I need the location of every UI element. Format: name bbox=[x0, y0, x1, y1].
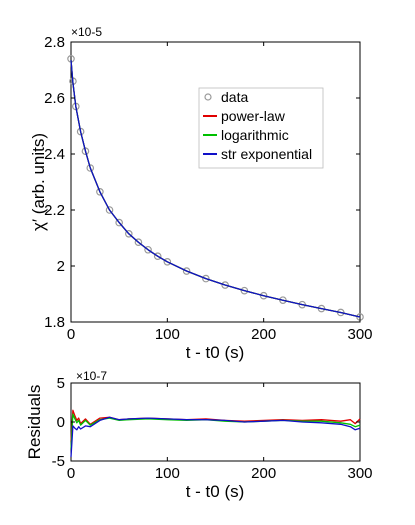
main-ticks-group: 0 100 200 300 1.8 2 2.2 2.4 2.6 2.8 bbox=[44, 34, 372, 343]
main-y-tick-label: 2.4 bbox=[44, 146, 65, 163]
legend-marker bbox=[204, 93, 212, 101]
residuals-chart: 0 100 200 300-505 Residuals t - t0 (s) ×10-… bbox=[25, 369, 373, 501]
residuals-series-line-1 bbox=[70, 413, 361, 450]
main-y-tick-label: 2 bbox=[57, 258, 65, 275]
main-series-group bbox=[67, 54, 364, 321]
main-data-point bbox=[240, 286, 249, 295]
residuals-y-tick-label: 0 bbox=[57, 414, 65, 431]
main-y-tick-label: 1.8 bbox=[44, 314, 65, 331]
legend-box bbox=[198, 87, 324, 169]
residuals-series-group bbox=[70, 409, 361, 458]
legend-items: data power-law logarithmic str exponential bbox=[203, 89, 312, 162]
main-data-point bbox=[153, 252, 162, 261]
main-data-point bbox=[182, 267, 191, 275]
residuals-y-multiplier: ×10-7 bbox=[76, 369, 107, 383]
residuals-x-tick-label: 100 bbox=[155, 465, 180, 482]
residuals-x-axis-label: t - t0 (s) bbox=[186, 482, 245, 501]
legend-label: str exponential bbox=[221, 146, 312, 162]
main-data-point bbox=[105, 206, 114, 214]
residuals-y-tick-label: -5 bbox=[52, 453, 65, 470]
main-y-multiplier: ×10-5 bbox=[71, 25, 102, 39]
main-data-point bbox=[144, 245, 152, 254]
legend-label: data bbox=[221, 89, 248, 105]
main-data-point bbox=[125, 230, 133, 238]
residuals-x-tick-label: 200 bbox=[251, 465, 276, 482]
residuals-y-tick-label: 5 bbox=[57, 375, 65, 392]
main-data-point bbox=[115, 218, 123, 227]
main-x-tick-label: 300 bbox=[347, 326, 372, 343]
main-data-point bbox=[202, 274, 210, 283]
main-data-point bbox=[86, 164, 95, 172]
main-y-tick-label: 2.6 bbox=[44, 90, 65, 107]
main-x-tick-label: 200 bbox=[251, 326, 276, 343]
main-plot-frame bbox=[70, 41, 361, 323]
main-data-point bbox=[221, 281, 229, 289]
main-data-point bbox=[163, 257, 172, 266]
main-series-line-3 bbox=[70, 60, 361, 318]
legend-item: str exponential bbox=[203, 146, 312, 162]
legend-label: power-law bbox=[221, 108, 286, 124]
legend-label: logarithmic bbox=[221, 127, 289, 143]
main-y-axis-label: χ′ (arb. units) bbox=[29, 133, 48, 231]
main-x-axis-label: t - t0 (s) bbox=[186, 343, 245, 362]
main-data-point bbox=[134, 238, 143, 247]
main-data-point bbox=[279, 296, 287, 304]
residuals-x-tick-label: 300 bbox=[347, 465, 372, 482]
main-chart: 0 100 200 300 1.8 2 2.2 2.4 2.6 2.8 χ′ (arb. unit… bbox=[29, 25, 373, 362]
main-data-point bbox=[96, 188, 104, 196]
legend-item: data bbox=[204, 89, 248, 105]
main-x-tick-label: 100 bbox=[155, 326, 180, 343]
main-data-point bbox=[81, 147, 90, 156]
residuals-ticks-group: 0 100 200 300-505 bbox=[52, 375, 373, 482]
residuals-y-axis-label: Residuals bbox=[25, 385, 44, 460]
main-x-tick-label: 0 bbox=[67, 326, 75, 343]
main-series-0-markers bbox=[67, 54, 364, 321]
main-data-point bbox=[259, 291, 268, 300]
residuals-x-tick-label: 0 bbox=[67, 465, 75, 482]
main-y-tick-label: 2.2 bbox=[44, 202, 65, 219]
legend-item: logarithmic bbox=[203, 127, 289, 143]
legend-item: power-law bbox=[203, 108, 286, 124]
residuals-series-line-2 bbox=[70, 416, 361, 458]
main-y-tick-label: 2.8 bbox=[44, 34, 65, 51]
legend: data power-law logarithmic str exponential bbox=[198, 87, 324, 169]
